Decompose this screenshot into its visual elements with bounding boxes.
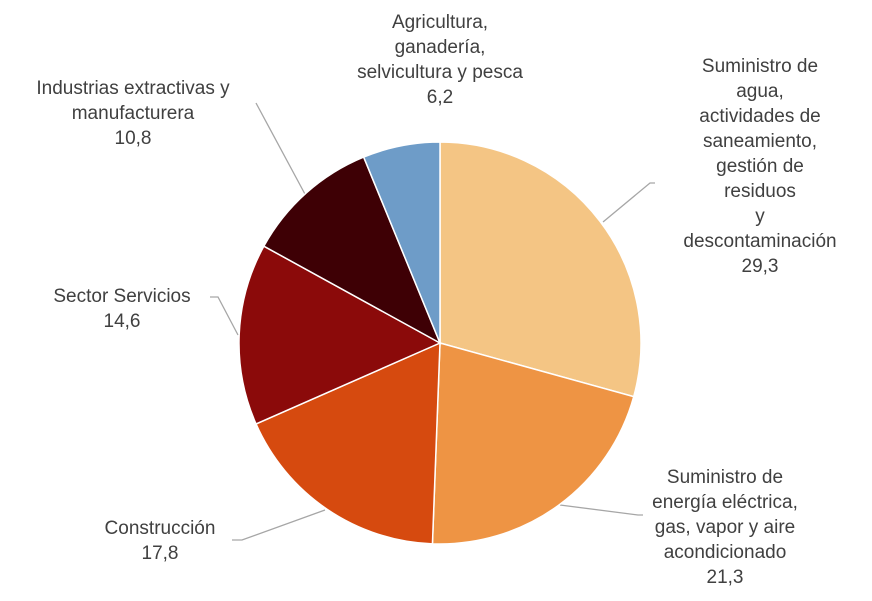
value-label: 6,2 (426, 87, 454, 108)
slice (262, 156, 442, 345)
category-label: Suministro de agua, actividades de sanea… (683, 56, 837, 252)
category-label: Industrias extractivas y manufacturera (36, 78, 230, 124)
value-label: 17,8 (141, 543, 179, 564)
label: Suministro de energía eléctrica, gas, va… (652, 465, 798, 590)
value-label: 29,3 (741, 256, 779, 277)
value-label: 10,8 (114, 128, 152, 149)
slices (238, 141, 642, 545)
value-label: 14,6 (103, 311, 141, 332)
leader-line (232, 509, 326, 541)
label: Suministro de agua, actividades de sanea… (683, 54, 836, 279)
slice (238, 245, 442, 425)
leader-line (602, 182, 655, 223)
leader-line (210, 296, 239, 336)
label: Agricultura, ganadería, selvicultura y p… (357, 10, 523, 110)
label: Sector Servicios 14,6 (53, 284, 190, 334)
slice (362, 141, 441, 344)
slice (439, 141, 642, 398)
label: Construcción 17,8 (105, 516, 216, 566)
leader-line (559, 504, 643, 516)
category-label: Construcción (104, 518, 216, 539)
label: Industrias extractivas y manufacturera 10… (36, 76, 229, 151)
slice (431, 342, 635, 545)
category-label: Suministro de energía eléctrica, gas, va… (652, 467, 798, 563)
leader-line (255, 102, 307, 197)
leader-lines (210, 102, 655, 541)
slice (255, 341, 441, 545)
value-label: 21,3 (706, 567, 744, 588)
category-label: Agricultura, ganadería, selvicultura y p… (357, 12, 523, 83)
category-label: Sector Servicios (53, 286, 191, 307)
